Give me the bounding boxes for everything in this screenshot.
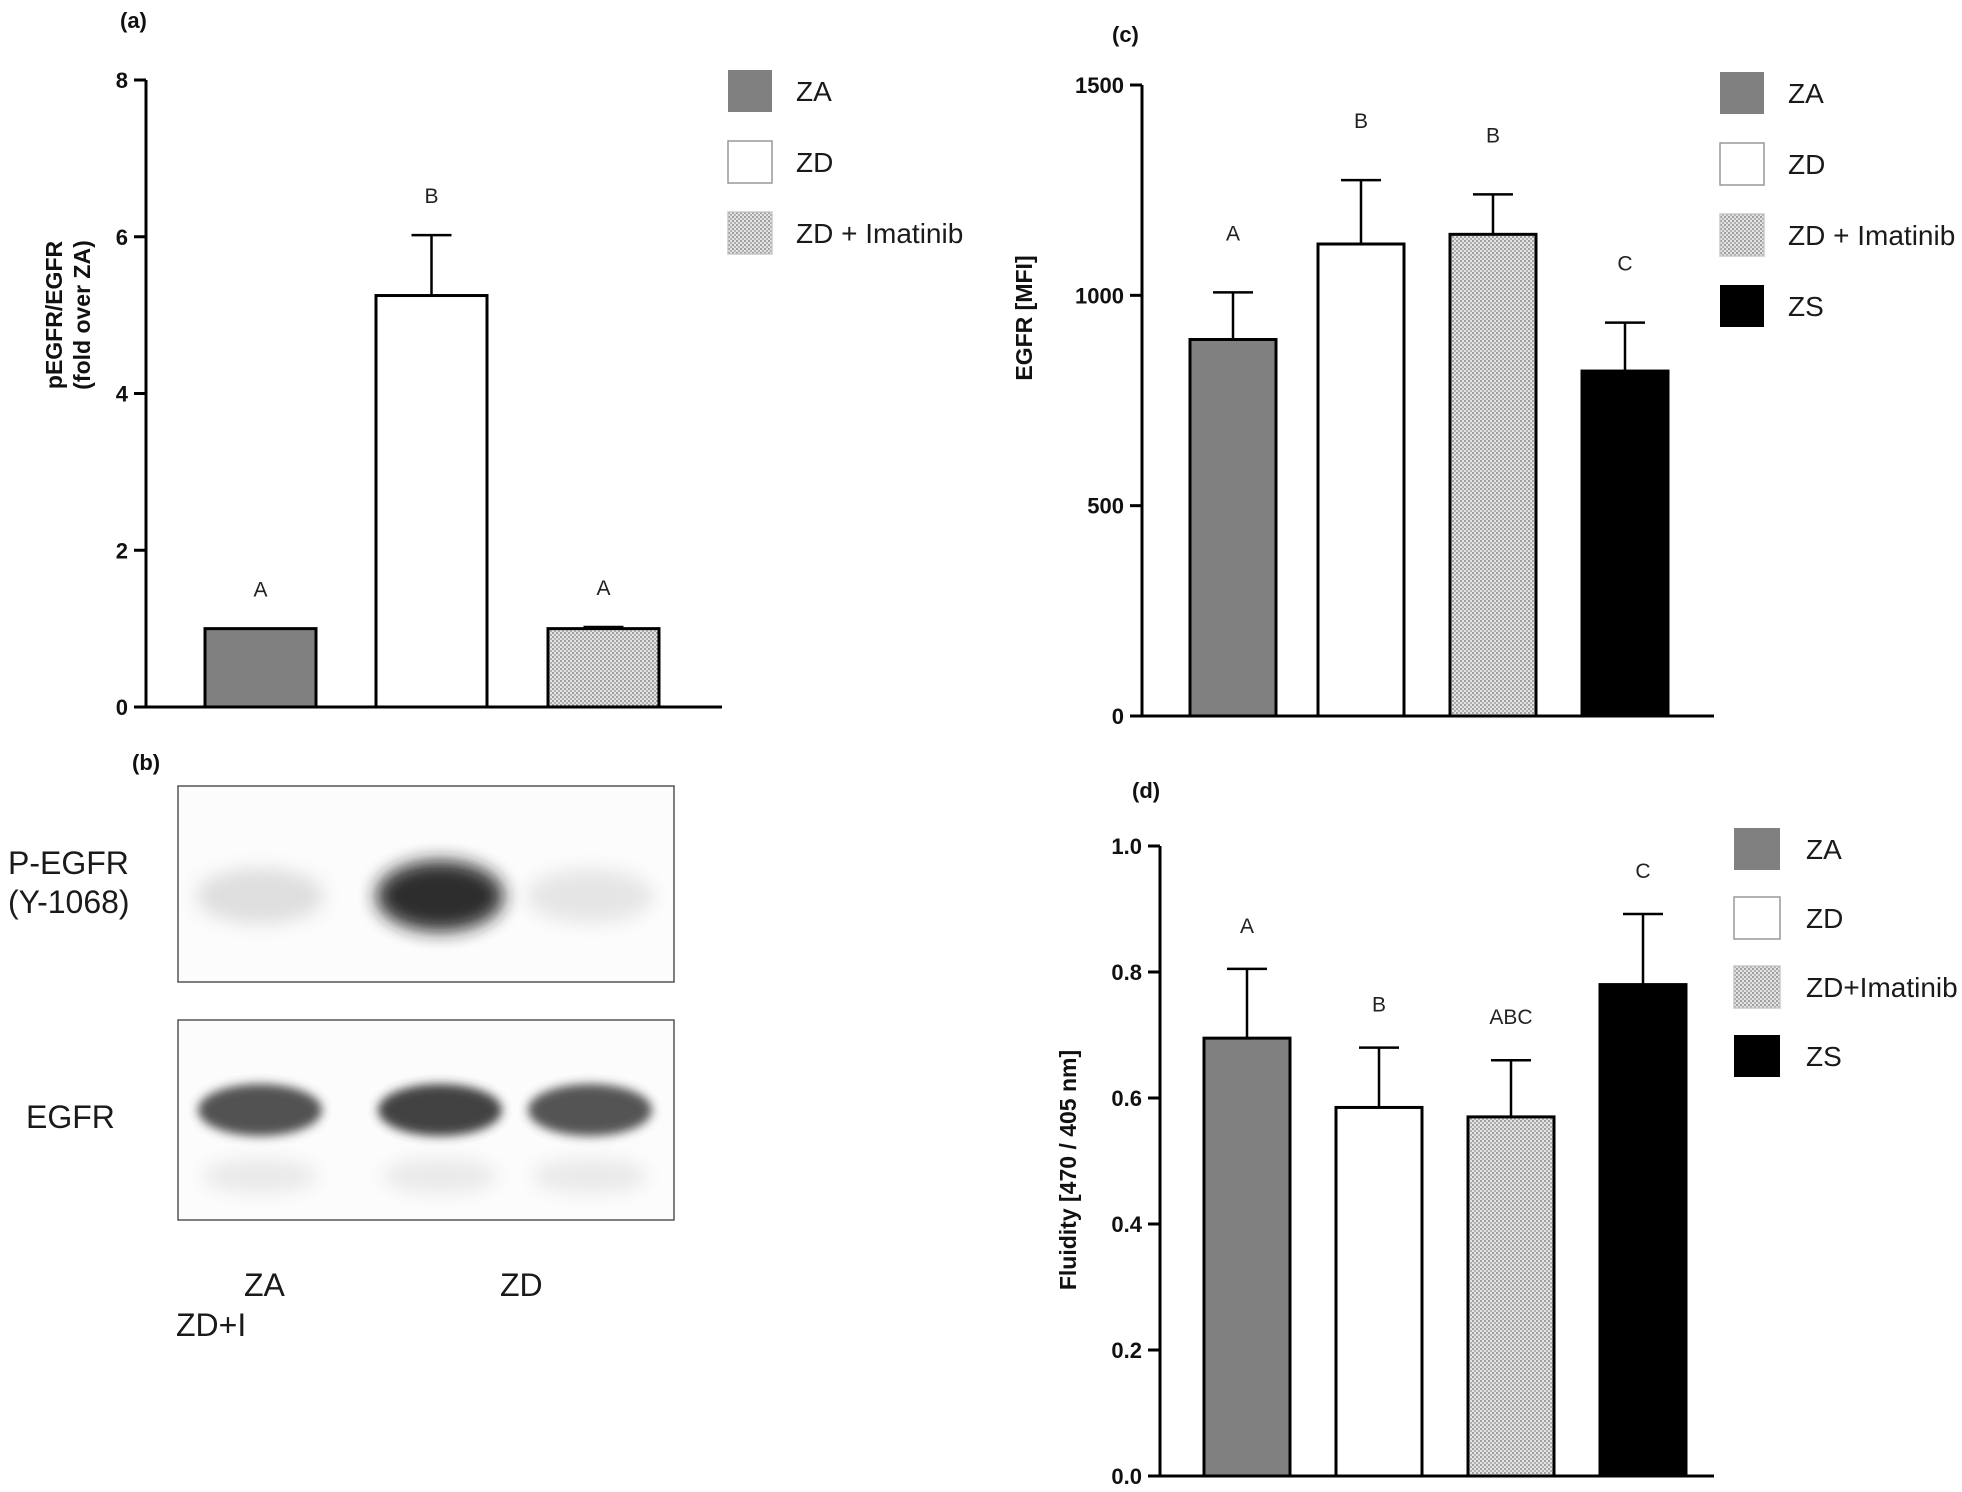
- panel-a-legend-swatch-zd-imatinib: [727, 211, 773, 255]
- panel-d-bar-za: [1202, 1036, 1292, 1478]
- panel-c-legend-label-za: ZA: [1788, 78, 1824, 109]
- blot-band-egfr-zd-i: [528, 1084, 652, 1136]
- panel-d-legend-label-za: ZA: [1806, 834, 1842, 865]
- panel-a-legend-label-zd: ZD: [796, 147, 833, 178]
- blot-band-pegfr-zd-i: [526, 868, 654, 924]
- panel-d-chart: (d) Fluidity [470 / 405 nm] 0.0 0.2 0.4 0.6…: [1055, 778, 1958, 1489]
- panel-d-legend-swatch-za: [1734, 828, 1780, 870]
- blot-band-pegfr-za: [196, 868, 324, 924]
- blot-band-egfr-za: [198, 1084, 322, 1136]
- panel-c-ylabel: EGFR [MFI]: [1011, 255, 1037, 380]
- panel-d-legend-label-zd: ZD: [1806, 903, 1843, 934]
- blot-smear-egfr-zd-i: [532, 1158, 648, 1194]
- blot-band-pegfr-zd: [376, 860, 504, 932]
- panel-d-legend-label-zs: ZS: [1806, 1041, 1842, 1072]
- panel-a-legend-swatch-za: [728, 70, 772, 112]
- blot-lane-label-zd: ZD: [500, 1267, 543, 1303]
- panel-d-bar-zd-imatinib: [1466, 1115, 1556, 1478]
- blot-smear-egfr-za: [202, 1158, 318, 1194]
- panel-c-bar-zd-imatinib: [1448, 232, 1538, 718]
- panel-a-significance-zd-imatinib: A: [596, 577, 610, 600]
- panel-a-y-tick-label: 0: [116, 695, 128, 720]
- panel-c-y-tick-label: 0: [1112, 704, 1124, 729]
- panel-c-significance-zd-imatinib: B: [1486, 124, 1500, 147]
- panel-c-legend-swatch-za: [1720, 72, 1764, 114]
- panel-b-label: (b): [132, 750, 160, 775]
- blot-band-egfr-zd: [378, 1084, 502, 1136]
- blot-lane-label-zd-i: ZD+I: [176, 1307, 246, 1343]
- panel-c-legend-swatch-zd: [1719, 142, 1765, 186]
- panel-d-significance-za: A: [1240, 915, 1254, 938]
- panel-a-y-tick-label: 8: [116, 68, 128, 93]
- panel-a-ylabel-line-1: pEGFR/EGFR: [41, 241, 67, 390]
- panel-a-legend-label-zd-imatinib: ZD + Imatinib: [796, 218, 963, 249]
- panel-c-significance-za: A: [1226, 222, 1240, 245]
- panel-c-legend-swatch-zd-imatinib: [1719, 213, 1765, 257]
- blot-row-label-y1068: (Y-1068): [8, 884, 130, 920]
- panel-a-ylabel-line-2: (fold over ZA): [69, 240, 95, 390]
- panel-d-y-tick-label: 0.0: [1111, 1464, 1142, 1489]
- panel-d-y-tick-label: 0.2: [1111, 1338, 1142, 1363]
- panel-c-legend-label-zd: ZD: [1788, 149, 1825, 180]
- panel-d-legend-swatch-zd: [1733, 896, 1781, 940]
- panel-c-y-tick-label: 500: [1087, 494, 1124, 519]
- panel-d-y-tick-label: 1.0: [1111, 834, 1142, 859]
- panel-a-significance-zd: B: [424, 185, 438, 208]
- panel-d-significance-zs: C: [1635, 860, 1650, 883]
- panel-d-legend-label-zd-imatinib: ZD+Imatinib: [1806, 972, 1958, 1003]
- panel-d-bar-zd: [1334, 1105, 1424, 1478]
- panel-c-y-tick-label: 1000: [1075, 283, 1124, 308]
- panel-c-y-tick-label: 1500: [1075, 73, 1124, 98]
- panel-a-bar-za: [203, 627, 318, 709]
- panel-c-bar-zd: [1316, 242, 1406, 718]
- panel-a-label: (a): [120, 8, 147, 33]
- panel-d-legend-swatch-zd-imatinib: [1733, 965, 1781, 1009]
- blot-lane-label-za: ZA: [244, 1267, 286, 1303]
- panel-c-bar-za: [1188, 338, 1278, 718]
- panel-d-y-tick-label: 0.4: [1111, 1212, 1142, 1237]
- panel-c-legend-swatch-zs: [1720, 285, 1764, 327]
- panel-a-legend-swatch-zd: [727, 140, 773, 184]
- blot-row-label-pegfr: P-EGFR: [8, 845, 129, 881]
- panel-d-ylabel: Fluidity [470 / 405 nm]: [1055, 1050, 1081, 1290]
- panel-a-legend-label-za: ZA: [796, 76, 832, 107]
- panel-a-bar-zd: [374, 294, 489, 709]
- panel-d-label: (d): [1132, 778, 1160, 803]
- panel-a-y-tick-label: 6: [116, 225, 128, 250]
- blot-smear-egfr-zd: [382, 1158, 498, 1194]
- panel-a-bar-zd-imatinib: [546, 627, 661, 709]
- panel-c-label: (c): [1112, 22, 1139, 47]
- panel-d-bar-zs: [1598, 983, 1688, 1478]
- panel-d-y-tick-label: 0.8: [1111, 960, 1142, 985]
- panel-c-legend-label-zs: ZS: [1788, 291, 1824, 322]
- panel-a-y-tick-label: 2: [116, 538, 128, 563]
- panel-d-significance-zd-imatinib: ABC: [1489, 1006, 1532, 1029]
- panel-a-significance-za: A: [253, 579, 267, 602]
- panel-c-chart: (c) EGFR [MFI] 0 500 1000 1500 A B B C ZA ZD ZD …: [1011, 22, 1955, 729]
- panel-a-y-tick-label: 4: [116, 382, 129, 407]
- blot-row-label-egfr: EGFR: [26, 1099, 115, 1135]
- panel-c-significance-zd: B: [1354, 110, 1368, 133]
- panel-b-western-blot: (b) P-EGFR (Y-1068) EGFR ZA ZD ZD+I: [8, 750, 675, 1343]
- panel-c-bar-zs: [1580, 369, 1670, 718]
- panel-c-significance-zs: C: [1617, 253, 1632, 276]
- panel-d-y-tick-label: 0.6: [1111, 1086, 1142, 1111]
- panel-d-legend-swatch-zs: [1734, 1035, 1780, 1077]
- panel-c-legend-label-zd-imatinib: ZD + Imatinib: [1788, 220, 1955, 251]
- panel-d-significance-zd: B: [1372, 994, 1386, 1017]
